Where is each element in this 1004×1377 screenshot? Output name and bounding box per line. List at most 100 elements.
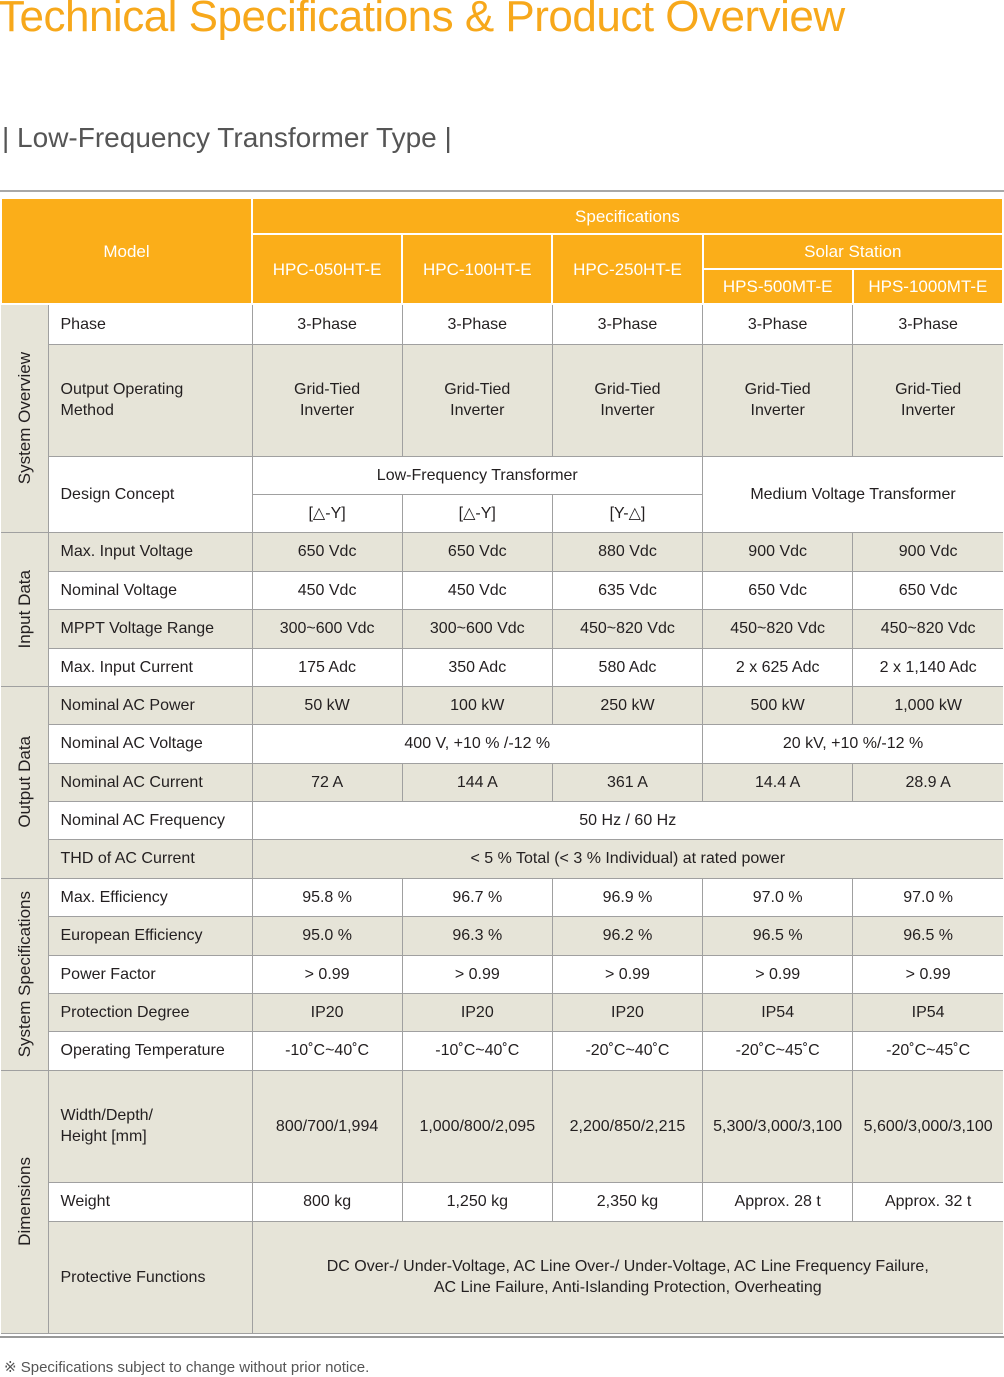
spec-value: 5,300/3,000/3,100 — [702, 1069, 854, 1183]
model-col-header: HPC-050HT-E — [250, 233, 404, 305]
spec-value: 350 Adc — [401, 647, 553, 687]
spec-value: 1,000 kW — [852, 685, 1003, 725]
spec-value: 14.4 A — [702, 762, 854, 802]
spec-value: 450 Vdc — [401, 570, 553, 610]
spec-value: 650 Vdc — [852, 570, 1003, 610]
row-label: Nominal Voltage — [48, 570, 253, 610]
spec-value: IP20 — [251, 992, 403, 1032]
spec-value: 900 Vdc — [702, 531, 854, 572]
spec-value: -10˚C~40˚C — [401, 1030, 553, 1071]
model-col-header: HPC-250HT-E — [551, 233, 704, 305]
row-label: Protective Functions — [48, 1220, 253, 1334]
model-col-header: HPC-100HT-E — [401, 233, 554, 305]
spec-value: 3-Phase — [702, 303, 854, 345]
row-label: Phase — [47, 303, 253, 345]
category-label: Input Data — [14, 569, 34, 649]
row-label: Nominal AC Current — [48, 762, 253, 802]
solar-station-header: Solar Station — [701, 233, 1004, 270]
spec-value: 96.2 % — [551, 915, 704, 956]
category-cell: Input Data — [1, 531, 49, 687]
spec-value: 96.5 % — [852, 915, 1003, 956]
spec-value: > 0.99 — [251, 954, 403, 994]
table-row: Nominal AC Current 72 A 144 A 361 A 14.4 A 28… — [1, 762, 1003, 802]
spec-value: DC Over-/ Under-Voltage, AC Line Over-/ … — [251, 1220, 1003, 1334]
table-row: Max. Input Current 175 Adc 350 Adc 580 Adc 2… — [1, 647, 1003, 687]
spec-value: 3-Phase — [852, 303, 1003, 345]
row-label: Design Concept — [48, 455, 253, 533]
spec-value: 500 kW — [702, 685, 854, 725]
page-title: Technical Specifications & Product Overv… — [0, 0, 845, 41]
table-row: Input Data Max. Input Voltage 650 Vdc 650 V… — [1, 531, 1003, 687]
table-row: European Efficiency 95.0 % 96.3 % 96.2 % 96.… — [1, 915, 1003, 956]
spec-value: 400 V, +10 % /-12 % — [251, 723, 704, 764]
spec-value: 3-Phase — [401, 303, 553, 345]
row-label: MPPT Voltage Range — [48, 608, 253, 649]
table-row: Output Data Nominal AC Power 50 kW 100 kW 25… — [1, 685, 1003, 879]
spec-value: 800/700/1,994 — [251, 1069, 403, 1183]
spec-value: 450~820 Vdc — [852, 608, 1003, 649]
category-label: Output Data — [14, 736, 34, 828]
spec-value: 100 kW — [401, 685, 553, 725]
spec-value: 2 x 1,140 Adc — [852, 647, 1003, 687]
spec-value: 3-Phase — [551, 303, 704, 345]
row-label: Max. Input Current — [48, 647, 253, 687]
spec-value: > 0.99 — [852, 954, 1003, 994]
footnote: ※ Specifications subject to change witho… — [4, 1359, 370, 1376]
table-row: System Overview Phase 3-Phase 3-Phase 3-Phas… — [1, 303, 1003, 533]
spec-value: 96.9 % — [551, 877, 704, 917]
divider — [0, 1336, 1004, 1338]
spec-value: 97.0 % — [852, 877, 1003, 917]
row-label: Nominal AC Frequency — [48, 800, 253, 840]
table-row: Protective Functions DC Over-/ Under-Volt… — [1, 1220, 1003, 1334]
row-label: Nominal AC Voltage — [48, 723, 253, 764]
spec-value: 450 Vdc — [251, 570, 403, 610]
table-row: Power Factor > 0.99 > 0.99 > 0.99 > 0.99 > 0.… — [1, 954, 1003, 994]
row-label: Nominal AC Power — [47, 685, 253, 725]
table-row: System Specifications Max. Efficiency 95.8… — [1, 877, 1003, 1071]
spec-value: 3-Phase — [251, 303, 403, 345]
spec-value: > 0.99 — [702, 954, 854, 994]
spec-value: IP54 — [852, 992, 1003, 1032]
spec-value: 28.9 A — [852, 762, 1003, 802]
spec-value: > 0.99 — [551, 954, 704, 994]
spec-value: IP54 — [702, 992, 854, 1032]
table-row: Weight 800 kg 1,250 kg 2,350 kg Approx. 28 t… — [1, 1181, 1003, 1222]
category-cell: System Specifications — [1, 877, 49, 1071]
spec-value: [△-Y] — [252, 493, 403, 533]
spec-value: 95.0 % — [251, 915, 403, 956]
spec-value: 1,250 kg — [401, 1181, 553, 1222]
spec-value: 300~600 Vdc — [401, 608, 553, 649]
table-row: Protection Degree IP20 IP20 IP20 IP54 IP54 — [1, 992, 1003, 1032]
spec-value: 2,350 kg — [551, 1181, 704, 1222]
table-row: Operating Temperature -10˚C~40˚C -10˚C~40˚… — [1, 1030, 1003, 1071]
spec-value: 250 kW — [551, 685, 704, 725]
table-row: Nominal Voltage 450 Vdc 450 Vdc 635 Vdc 650 … — [1, 570, 1003, 610]
spec-value: Grid-Tied Inverter — [852, 343, 1003, 457]
spec-value: 650 Vdc — [401, 531, 553, 572]
row-label: European Efficiency — [48, 915, 253, 956]
model-header: Model — [0, 197, 253, 305]
spec-value: IP20 — [401, 992, 553, 1032]
spec-value: 1,000/800/2,095 — [401, 1069, 553, 1183]
spec-value: 361 A — [551, 762, 704, 802]
spec-value: 50 Hz / 60 Hz — [251, 800, 1003, 840]
spec-value: -20˚C~45˚C — [852, 1030, 1003, 1071]
row-label: Width/Depth/Height [mm] — [47, 1069, 253, 1183]
spec-value: 97.0 % — [702, 877, 854, 917]
spec-value: 72 A — [251, 762, 403, 802]
row-label: Power Factor — [48, 954, 253, 994]
row-label: Protection Degree — [48, 992, 253, 1032]
spec-value: 300~600 Vdc — [251, 608, 403, 649]
model-col-header: HPS-1000MT-E — [851, 268, 1004, 305]
category-label: System Overview — [14, 352, 34, 485]
spec-value: Low-Frequency Transformer — [251, 455, 704, 495]
row-label: Weight — [48, 1181, 253, 1222]
spec-value: Approx. 32 t — [852, 1181, 1003, 1222]
spec-value: 144 A — [401, 762, 553, 802]
spec-value: 650 Vdc — [251, 531, 403, 572]
row-label: Operating Temperature — [48, 1030, 253, 1071]
table-row: Nominal AC Frequency 50 Hz / 60 Hz — [1, 800, 1003, 840]
row-label: Output Operating Method — [48, 343, 253, 457]
category-label: System Specifications — [14, 890, 34, 1058]
spec-value: Grid-Tied Inverter — [401, 343, 553, 457]
